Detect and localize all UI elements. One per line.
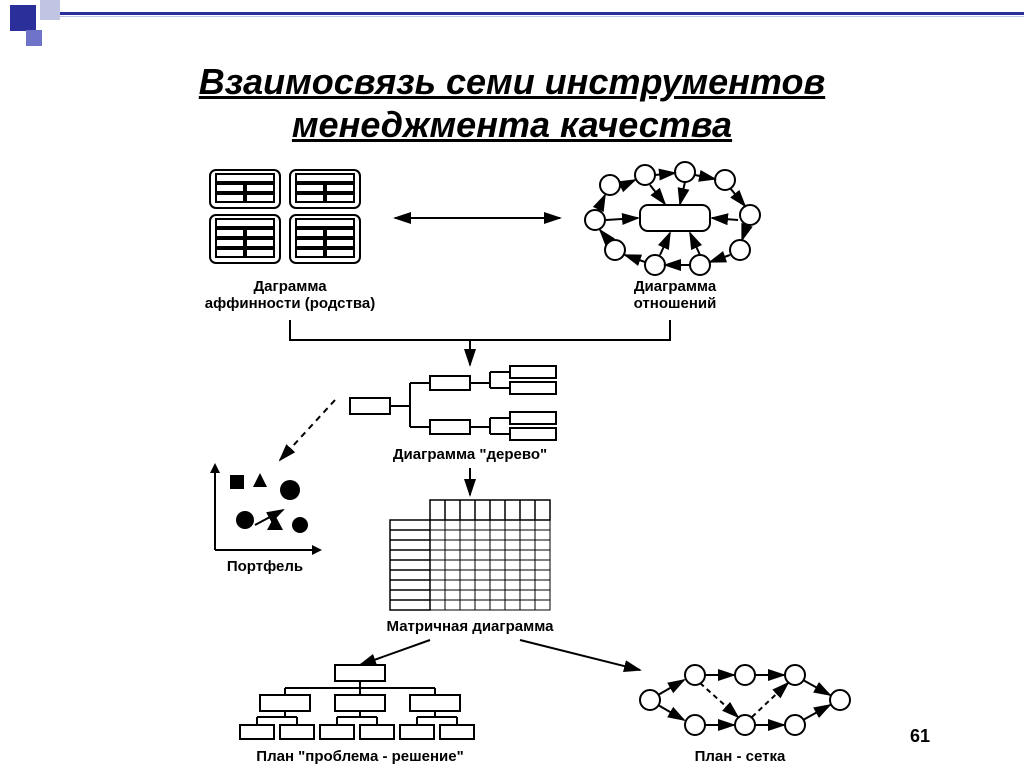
label-tree: Диаграмма "дерево" <box>370 446 570 463</box>
label-matrix: Матричная диаграмма <box>370 618 570 635</box>
label-plan-net: План - сетка <box>660 748 820 765</box>
tree-diagram-icon <box>350 366 556 440</box>
plan-net-icon <box>640 665 850 735</box>
arrow-matrix-to-plan-net <box>520 640 640 670</box>
merge-line <box>290 320 670 340</box>
arrow-tree-to-portfolio <box>280 400 335 460</box>
label-plan-problem: План "проблема - решение" <box>240 748 480 765</box>
portfolio-icon <box>210 463 322 555</box>
plan-problem-icon <box>240 665 474 739</box>
page-number: 61 <box>910 726 930 747</box>
label-relations: Диаграмма отношений <box>590 278 760 312</box>
matrix-diagram-icon <box>390 500 550 610</box>
label-affinity: Даграмма аффинности (родства) <box>190 278 390 312</box>
arrow-matrix-to-plan-problem <box>360 640 430 665</box>
deco-header-blocks <box>10 0 1024 46</box>
relations-diagram-icon <box>585 162 760 275</box>
label-portfolio: Портфель <box>205 558 325 575</box>
affinity-diagram-icon <box>210 170 360 263</box>
diagram-canvas <box>0 0 1024 767</box>
